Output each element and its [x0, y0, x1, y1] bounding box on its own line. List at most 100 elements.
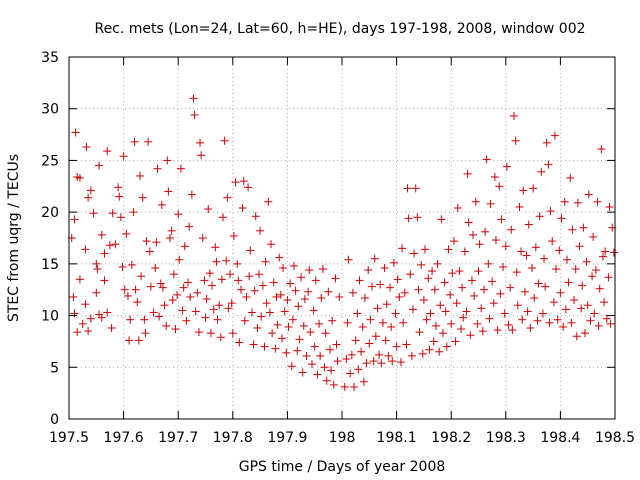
data-point	[588, 272, 597, 281]
x-tick-label: 198.5	[595, 430, 635, 446]
data-point	[250, 286, 259, 295]
data-point	[255, 270, 264, 279]
data-point	[81, 300, 90, 309]
data-point	[316, 351, 325, 360]
data-point	[105, 241, 114, 250]
data-point	[162, 321, 171, 330]
data-point	[496, 289, 505, 298]
data-point	[460, 247, 469, 256]
data-point	[212, 257, 221, 266]
data-point	[506, 283, 515, 292]
data-point	[189, 94, 198, 103]
data-point	[435, 347, 444, 356]
data-point	[560, 197, 569, 206]
data-point	[424, 274, 433, 283]
data-point	[398, 244, 407, 253]
data-point	[166, 234, 175, 242]
data-point	[197, 151, 206, 160]
data-point	[304, 287, 313, 296]
data-point	[548, 237, 557, 246]
data-point	[242, 292, 251, 301]
data-point	[70, 309, 79, 318]
data-point	[268, 329, 277, 338]
data-point	[523, 307, 532, 316]
data-point	[333, 357, 342, 366]
data-point	[606, 319, 615, 328]
data-point	[120, 285, 129, 294]
data-point	[449, 237, 458, 246]
data-point	[204, 205, 213, 214]
data-point	[545, 318, 554, 327]
data-point	[119, 152, 128, 161]
data-point	[395, 292, 404, 301]
data-point	[433, 259, 442, 268]
data-point	[439, 329, 448, 338]
data-point	[489, 299, 498, 308]
data-point	[114, 183, 123, 192]
data-point	[310, 342, 319, 351]
data-point	[520, 287, 529, 296]
data-point	[309, 306, 318, 315]
data-point	[95, 161, 104, 170]
data-point	[264, 197, 273, 206]
data-point	[537, 167, 546, 176]
y-tick-label: 30	[41, 102, 59, 118]
data-point	[552, 265, 561, 274]
y-tick-label: 15	[41, 257, 59, 273]
data-point	[247, 308, 256, 317]
data-point	[178, 306, 187, 315]
data-point	[353, 309, 362, 318]
data-point	[305, 266, 314, 275]
data-point	[360, 293, 369, 302]
data-point	[206, 329, 215, 338]
y-axis-label: STEC from uqrg / TECUs	[6, 154, 22, 322]
data-point	[205, 269, 214, 278]
data-point	[365, 339, 374, 348]
data-point	[515, 202, 524, 211]
data-point	[369, 357, 378, 366]
data-point	[522, 251, 531, 260]
data-point	[575, 242, 584, 251]
chart-title: Rec. mets (Lon=24, Lat=60, h=HE), days 1…	[94, 21, 585, 37]
data-point	[307, 360, 316, 369]
data-point	[408, 305, 417, 314]
data-point	[499, 262, 508, 271]
data-point	[381, 336, 390, 345]
data-point	[584, 190, 593, 199]
data-point	[500, 309, 509, 318]
data-point	[325, 345, 334, 354]
data-point	[92, 259, 101, 268]
data-point	[294, 302, 303, 311]
data-point	[253, 323, 262, 332]
x-tick-label: 198.1	[377, 430, 417, 446]
y-tick-label: 35	[41, 50, 59, 66]
data-point	[239, 177, 248, 186]
data-point	[583, 301, 592, 310]
data-point	[186, 292, 195, 301]
data-point	[368, 282, 377, 291]
y-tick-label: 25	[41, 153, 59, 169]
data-point	[291, 286, 300, 295]
data-point	[198, 234, 207, 242]
data-point	[234, 276, 243, 285]
data-point	[344, 255, 353, 264]
data-point	[376, 280, 385, 289]
data-point	[115, 192, 124, 201]
data-point	[97, 313, 106, 322]
data-point	[455, 267, 464, 276]
data-point	[297, 273, 306, 282]
data-point	[151, 263, 160, 272]
data-point	[126, 315, 135, 324]
data-point	[277, 334, 286, 343]
data-point	[446, 290, 455, 299]
data-point	[571, 265, 580, 274]
data-point	[153, 164, 162, 173]
data-point	[289, 261, 298, 270]
data-point	[169, 270, 178, 279]
data-point	[502, 162, 511, 171]
data-point	[391, 309, 400, 318]
data-point	[273, 320, 282, 329]
data-point	[223, 193, 232, 202]
data-point	[191, 307, 200, 316]
data-point	[343, 318, 352, 327]
